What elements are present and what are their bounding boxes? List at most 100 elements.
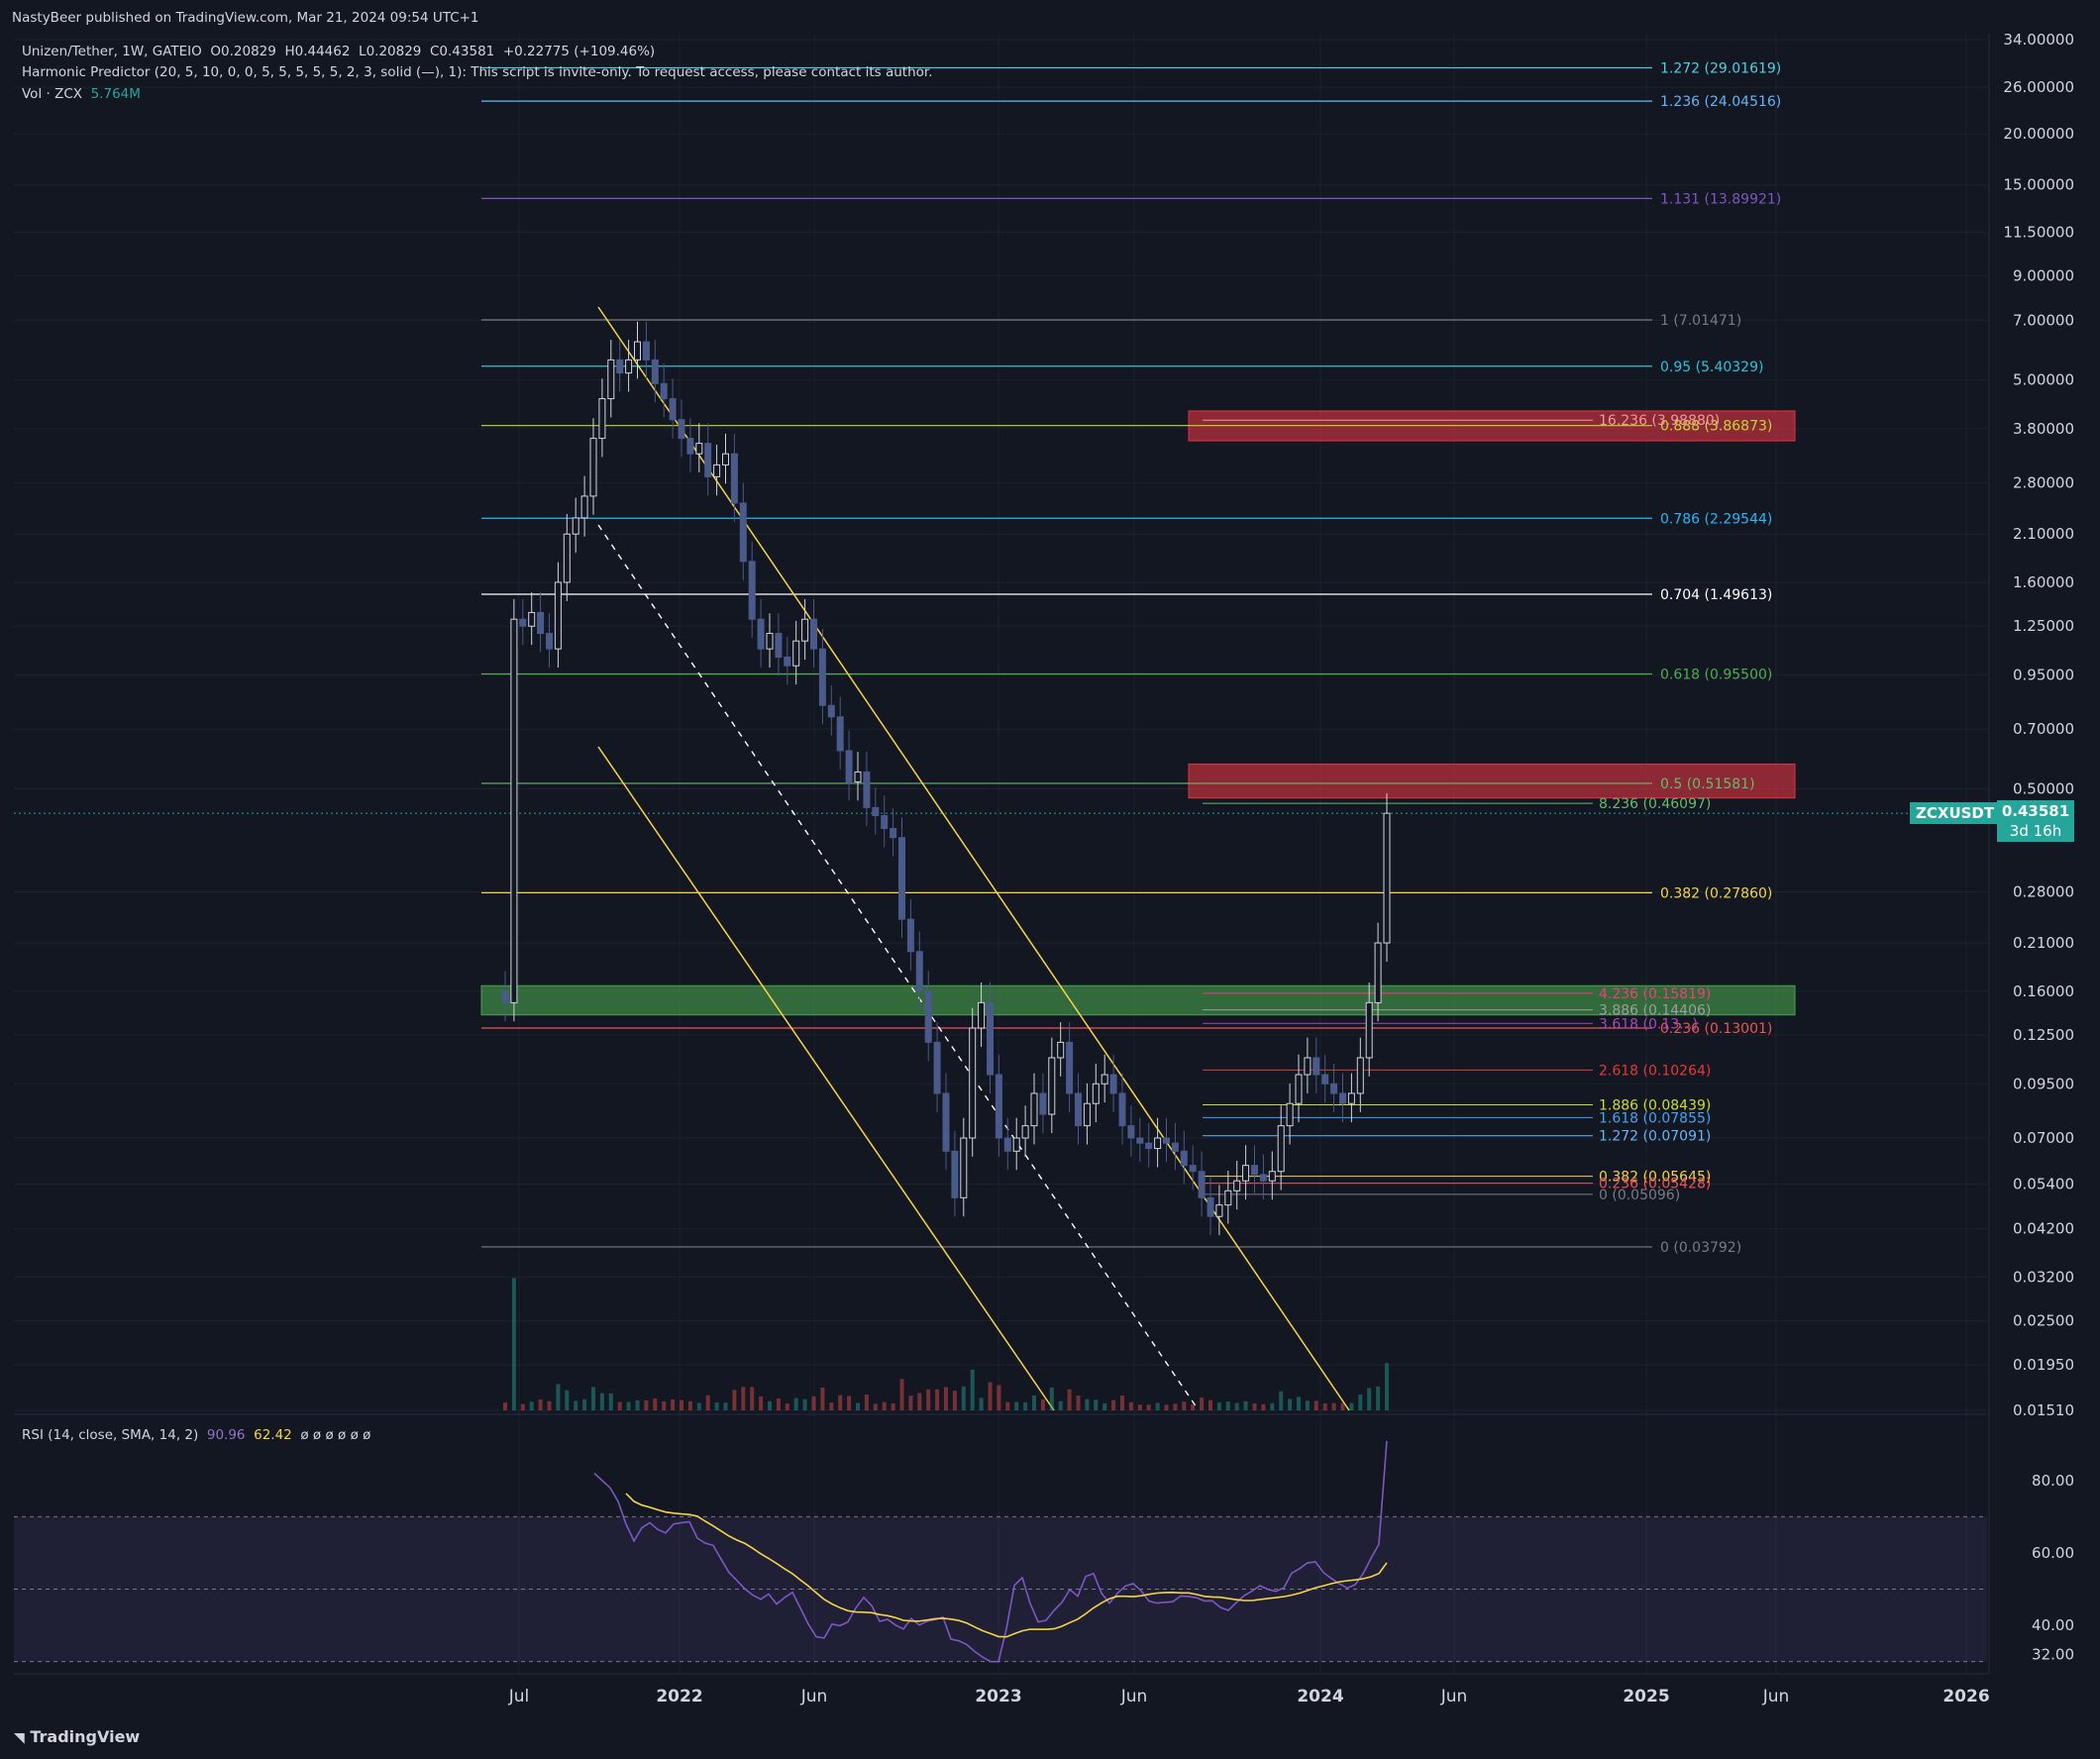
candle-body — [1198, 1171, 1206, 1198]
volume-bar — [864, 1394, 869, 1410]
candle-body — [827, 704, 835, 718]
candle-body — [572, 517, 579, 535]
volume-bar — [617, 1401, 622, 1410]
volume-bar — [503, 1402, 507, 1410]
candle-body — [933, 1041, 941, 1094]
time-tick-label: Jun — [1120, 1687, 1148, 1707]
volume-bar — [1331, 1402, 1336, 1410]
rsi-pane: 80.00 60.00 40.00 32.00 — [14, 1440, 2074, 1663]
candle-body — [1233, 1180, 1241, 1191]
low-value: 0.20829 — [366, 44, 422, 59]
volume-bar — [1173, 1403, 1178, 1410]
rsi-sma-value: 62.42 — [254, 1427, 292, 1443]
candle-body — [730, 453, 738, 504]
volume-bar — [935, 1389, 940, 1410]
candle-body — [748, 561, 756, 620]
volume-bar — [1279, 1391, 1284, 1410]
price-tick-label: 0.70000 — [2013, 720, 2074, 738]
candle-body — [1215, 1204, 1223, 1217]
price-tick-label: 2.80000 — [2013, 474, 2074, 492]
candle-body — [1092, 1083, 1100, 1104]
volume-bar — [944, 1387, 948, 1410]
volume-bar — [1305, 1400, 1310, 1410]
fib-level-label: 0.786 (2.29544) — [1660, 511, 1772, 527]
volume-bar — [776, 1397, 781, 1410]
price-tick-label: 0.09500 — [2013, 1075, 2074, 1092]
candle-body — [924, 990, 932, 1043]
candle-body — [1101, 1074, 1108, 1085]
symbol-price-tag: ZCXUSDT — [1910, 802, 2001, 824]
candle-body — [616, 359, 624, 374]
candle-body — [501, 990, 509, 1003]
price-axis[interactable]: 34.00000 26.00000 20.00000 15.00000 11.50000… — [2003, 31, 2074, 1419]
candle-body — [836, 716, 844, 752]
candle-body — [1154, 1137, 1162, 1150]
candle-body — [589, 438, 597, 497]
volume-bar — [608, 1393, 613, 1410]
fib-level-label: 0.5 (0.51581) — [1660, 776, 1755, 792]
volume-bar — [1049, 1387, 1054, 1410]
fib-level-label: 0 (0.03792) — [1660, 1240, 1741, 1256]
candle-body — [1383, 812, 1391, 944]
candle-body — [704, 443, 712, 477]
candle-body — [1286, 1102, 1294, 1127]
rsi-null-values: ø ø ø ø ø ø — [300, 1427, 371, 1443]
time-tick-label: 2023 — [975, 1687, 1021, 1707]
predictor-level-label: 1.272 (0.07091) — [1599, 1129, 1711, 1145]
candle-body — [818, 648, 826, 706]
volume-bar — [1085, 1398, 1090, 1410]
volume-bar — [785, 1403, 789, 1410]
candle-body — [1003, 1137, 1011, 1152]
candle-body — [1268, 1171, 1276, 1182]
volume-bar — [793, 1397, 798, 1410]
volume-bar — [988, 1382, 993, 1410]
volume-bar — [926, 1389, 931, 1410]
channel-mid-line — [597, 524, 1200, 1411]
candle-body — [651, 359, 659, 384]
candle-body — [563, 533, 571, 583]
candle-body — [686, 438, 694, 455]
candle-body — [1277, 1125, 1285, 1173]
volume-bar — [1023, 1401, 1028, 1410]
time-axis[interactable]: Jul 2022 Jun 2023 Jun 2024 Jun 2025 Jun 2026 — [508, 1687, 1990, 1707]
rsi-tick-label: 32.00 — [2032, 1645, 2074, 1663]
candle-body — [854, 771, 862, 782]
candle-body — [898, 837, 905, 920]
volume-bar — [680, 1399, 683, 1410]
grid — [14, 34, 1990, 1675]
channel-upper-line — [597, 306, 1350, 1411]
predictor-level-label: 2.618 (0.10264) — [1599, 1063, 1711, 1079]
predictor-level-label: 1.618 (0.07855) — [1599, 1110, 1711, 1126]
volume-bar — [1191, 1403, 1196, 1410]
price-tick-label: 7.00000 — [2013, 311, 2074, 329]
volume-bar — [1234, 1402, 1239, 1410]
rsi-band-fill — [14, 1516, 1987, 1662]
current-price-value: 0.43581 — [2001, 802, 2070, 820]
candle-body — [660, 382, 668, 400]
predictor-level-label: 8.236 (0.46097) — [1599, 796, 1711, 812]
candle-body — [845, 750, 853, 782]
predictor-level-label: 0.236 (0.05428) — [1599, 1177, 1711, 1192]
volume-bar — [1216, 1402, 1221, 1410]
candle-countdown: 3d 16h — [2009, 822, 2062, 840]
indicator-legend: Harmonic Predictor (20, 5, 10, 0, 0, 5, … — [22, 64, 933, 80]
volume-bar — [662, 1400, 667, 1410]
volume-bar — [961, 1386, 966, 1410]
price-tick-label: 0.04200 — [2013, 1220, 2074, 1238]
volume-bar — [1120, 1396, 1124, 1410]
volume-bar — [882, 1401, 887, 1410]
candle-body — [757, 618, 765, 650]
candle-body — [1136, 1137, 1144, 1144]
open-value: 0.20829 — [221, 44, 276, 59]
volume-bar — [1340, 1402, 1345, 1410]
current-price-tag: 0.43581 3d 16h — [1997, 800, 2074, 842]
time-tick-label: 2022 — [656, 1687, 702, 1707]
volume-bar — [582, 1398, 587, 1410]
candle-body — [669, 398, 677, 421]
candle-body — [951, 1150, 959, 1198]
volume-bar — [696, 1402, 701, 1410]
volume-bar — [873, 1403, 878, 1410]
volume-bar — [1058, 1400, 1063, 1410]
volume-bar — [1102, 1402, 1107, 1410]
